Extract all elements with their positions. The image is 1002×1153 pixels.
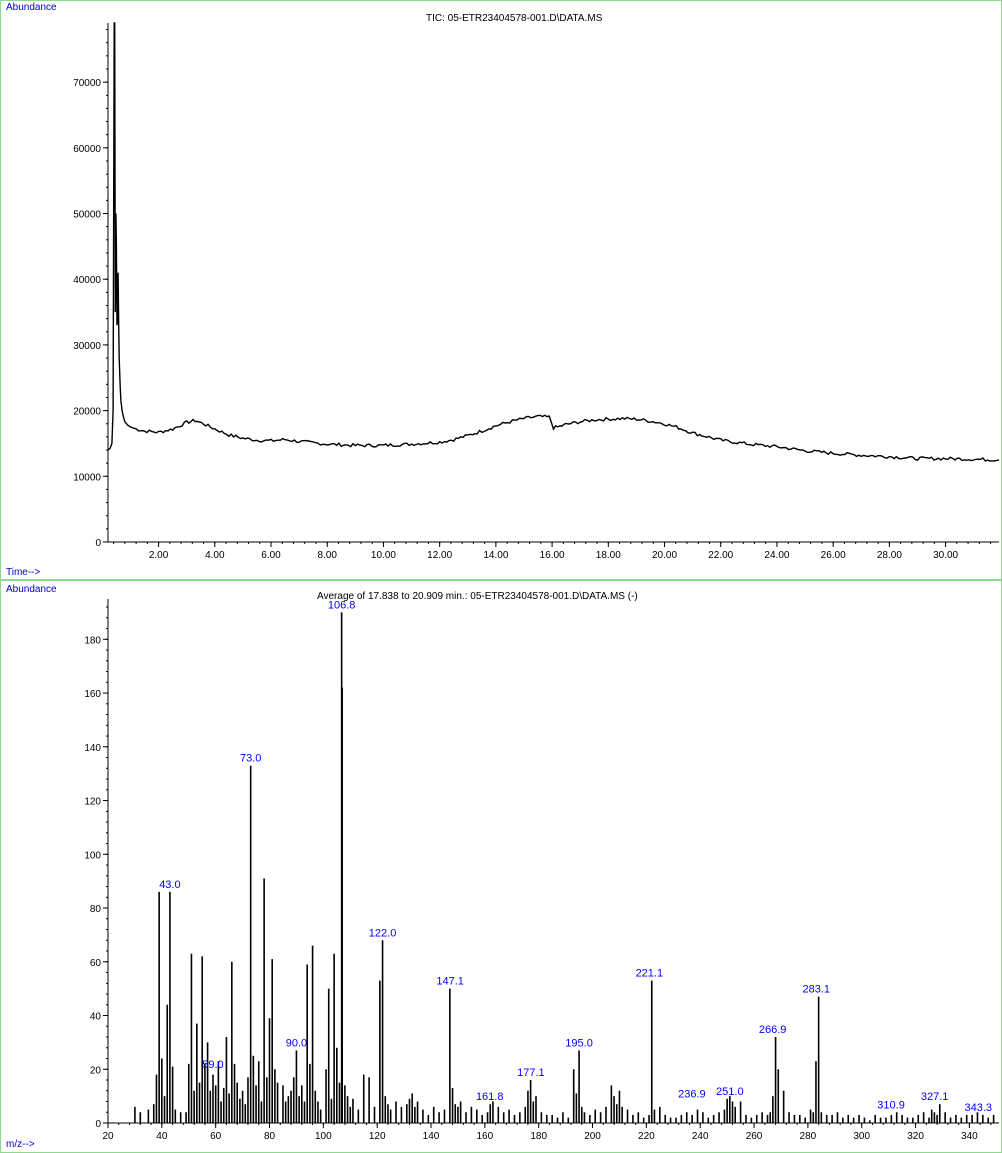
peak-label: 251.0 (716, 1086, 744, 1098)
tic-y-tick-label: 10000 (73, 472, 101, 483)
spectrum-y-axis-label: Abundance (6, 584, 57, 595)
tic-x-tick-label: 14.00 (483, 550, 508, 561)
spectrum-y-tick-label: 60 (90, 958, 102, 969)
spectrum-title: Average of 17.838 to 20.909 min.: 05-ETR… (317, 591, 638, 602)
spectrum-x-tick-label: 220 (638, 1131, 655, 1142)
spectrum-y-tick-label: 80 (90, 904, 102, 915)
peak-label: 177.1 (517, 1067, 545, 1079)
spectrum-y-tick-label: 20 (90, 1065, 102, 1076)
spectrum-y-tick-label: 180 (84, 635, 101, 646)
spectrum-x-tick-label: 340 (961, 1131, 978, 1142)
spectrum-x-axis-label: m/z--> (6, 1139, 35, 1150)
tic-x-tick-label: 18.00 (596, 550, 621, 561)
tic-y-tick-label: 40000 (73, 275, 101, 286)
spectrum-x-tick-label: 20 (102, 1131, 114, 1142)
peak-label: 327.1 (921, 1091, 949, 1103)
spectrum-y-tick-label: 0 (95, 1119, 101, 1130)
spectrum-x-tick-label: 160 (477, 1131, 494, 1142)
tic-x-tick-label: 8.00 (318, 550, 338, 561)
tic-x-axis-label: Time--> (6, 567, 41, 578)
peak-label: 310.9 (877, 1099, 905, 1111)
spectrum-x-tick-label: 80 (264, 1131, 276, 1142)
peak-label: 343.3 (965, 1102, 993, 1114)
peak-label: 90.0 (286, 1037, 307, 1049)
tic-x-tick-label: 22.00 (708, 550, 733, 561)
peak-label: 283.1 (802, 984, 830, 996)
peak-label: 59.0 (202, 1059, 223, 1071)
tic-y-tick-label: 70000 (73, 78, 101, 89)
spectrum-x-tick-label: 120 (369, 1131, 386, 1142)
tic-y-tick-label: 60000 (73, 144, 101, 155)
tic-chart: 0 10000 20000 30000 40000 50000 60000 70000 2.00… (73, 22, 1000, 561)
tic-x-tick-label: 10.00 (371, 550, 396, 561)
tic-trace (107, 22, 1000, 462)
tic-x-tick-label: 12.00 (427, 550, 452, 561)
spectrum-x-tick-label: 140 (423, 1131, 440, 1142)
peak-label: 43.0 (159, 879, 180, 891)
spectrum-y-tick-label: 120 (84, 797, 101, 808)
spectrum-x-tick-label: 180 (530, 1131, 547, 1142)
peak-label: 195.0 (565, 1037, 593, 1049)
tic-y-tick-label: 20000 (73, 407, 101, 418)
tic-panel: Abundance TIC: 05-ETR23404578-001.D\DATA… (0, 0, 1002, 580)
spectrum-y-tick-label: 160 (84, 689, 101, 700)
spectrum-y-tick-label: 140 (84, 743, 101, 754)
spectrum-x-tick-label: 240 (692, 1131, 709, 1142)
spectrum-x-tick-label: 280 (800, 1131, 817, 1142)
spectrum-x-tick-label: 40 (156, 1131, 168, 1142)
spectrum-y-tick-label: 100 (84, 850, 101, 861)
tic-x-tick-label: 16.00 (540, 550, 565, 561)
peak-label: 236.9 (678, 1089, 706, 1101)
peak-label: 73.0 (240, 753, 261, 765)
tic-x-tick-label: 4.00 (205, 550, 225, 561)
peak-label: 221.1 (636, 968, 664, 980)
tic-x-tick-label: 28.00 (877, 550, 902, 561)
tic-x-tick-label: 2.00 (149, 550, 169, 561)
tic-x-tick-label: 24.00 (764, 550, 789, 561)
tic-title: TIC: 05-ETR23404578-001.D\DATA.MS (426, 13, 603, 24)
spectrum-y-tick-label: 40 (90, 1012, 102, 1023)
tic-y-tick-label: 30000 (73, 341, 101, 352)
spectrum-x-tick-label: 320 (907, 1131, 924, 1142)
peak-label: 266.9 (759, 1024, 787, 1036)
tic-x-tick-label: 30.00 (933, 550, 958, 561)
tic-y-tick-label: 50000 (73, 210, 101, 221)
spectrum-x-tick-label: 260 (746, 1131, 763, 1142)
tic-y-tick-label: 0 (95, 538, 101, 549)
spectrum-x-tick-label: 60 (210, 1131, 222, 1142)
tic-y-axis-label: Abundance (6, 2, 57, 13)
spectrum-panel: Abundance Average of 17.838 to 20.909 mi… (0, 580, 1002, 1153)
peak-label: 161.8 (476, 1091, 504, 1103)
spectrum-x-tick-label: 300 (853, 1131, 870, 1142)
peak-label: 122.0 (369, 927, 397, 939)
tic-x-tick-label: 26.00 (821, 550, 846, 561)
spectrum-x-tick-label: 200 (584, 1131, 601, 1142)
peak-label: 106.8 (328, 599, 356, 611)
spectrum-x-tick-label: 100 (315, 1131, 332, 1142)
tic-x-tick-label: 6.00 (261, 550, 281, 561)
tic-x-tick-label: 20.00 (652, 550, 677, 561)
peak-label: 147.1 (436, 976, 464, 988)
